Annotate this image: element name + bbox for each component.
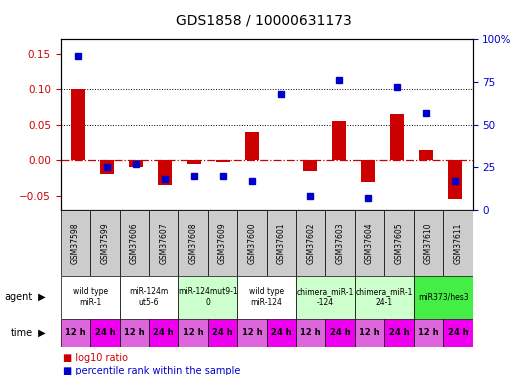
Bar (216, 160, 230, 162)
Bar (443, 319, 473, 347)
Bar (100, 160, 115, 174)
Bar (61, 210, 90, 276)
Bar (355, 319, 384, 347)
Text: 24 h: 24 h (330, 328, 351, 338)
Bar (237, 319, 267, 347)
Bar (414, 319, 443, 347)
Bar (384, 319, 414, 347)
Text: 24 h: 24 h (95, 328, 115, 338)
Bar (384, 210, 414, 276)
Text: GSM37611: GSM37611 (454, 222, 463, 264)
Bar (245, 132, 259, 160)
Text: GSM37609: GSM37609 (218, 222, 227, 264)
Bar (237, 210, 267, 276)
Bar (332, 121, 346, 160)
Bar (61, 319, 90, 347)
Bar (187, 160, 201, 164)
Bar (361, 160, 375, 182)
Bar (267, 319, 296, 347)
Text: 12 h: 12 h (359, 328, 380, 338)
Text: 12 h: 12 h (124, 328, 145, 338)
Text: time: time (11, 328, 33, 338)
Text: miR373/hes3: miR373/hes3 (418, 292, 468, 302)
Text: 12 h: 12 h (183, 328, 203, 338)
Text: chimera_miR-1
-124: chimera_miR-1 -124 (297, 288, 354, 307)
Text: GSM37603: GSM37603 (336, 222, 345, 264)
Bar (296, 319, 325, 347)
Bar (296, 276, 355, 319)
Text: 12 h: 12 h (242, 328, 262, 338)
Bar (419, 150, 433, 160)
Text: 24 h: 24 h (448, 328, 468, 338)
Bar (119, 276, 178, 319)
Bar (390, 114, 404, 160)
Text: miR-124m
ut5-6: miR-124m ut5-6 (129, 288, 168, 307)
Bar (178, 210, 208, 276)
Text: wild type
miR-124: wild type miR-124 (249, 288, 284, 307)
Text: 12 h: 12 h (65, 328, 86, 338)
Bar (149, 319, 178, 347)
Text: GSM37606: GSM37606 (130, 222, 139, 264)
Text: ■ log10 ratio: ■ log10 ratio (63, 353, 128, 363)
Bar (448, 160, 463, 200)
Text: GSM37608: GSM37608 (188, 222, 197, 264)
Text: ■ percentile rank within the sample: ■ percentile rank within the sample (63, 366, 241, 375)
Bar (90, 319, 119, 347)
Text: GSM37607: GSM37607 (159, 222, 168, 264)
Text: GSM37599: GSM37599 (100, 222, 109, 264)
Bar (355, 210, 384, 276)
Bar (237, 276, 296, 319)
Text: 24 h: 24 h (389, 328, 409, 338)
Bar (325, 319, 355, 347)
Text: GSM37601: GSM37601 (277, 222, 286, 264)
Bar (178, 319, 208, 347)
Text: 12 h: 12 h (418, 328, 439, 338)
Text: 24 h: 24 h (271, 328, 291, 338)
Bar (208, 210, 237, 276)
Text: GDS1858 / 10000631173: GDS1858 / 10000631173 (176, 13, 352, 27)
Text: 24 h: 24 h (212, 328, 233, 338)
Text: ▶: ▶ (35, 292, 46, 302)
Bar (414, 210, 443, 276)
Bar (61, 276, 119, 319)
Text: chimera_miR-1
24-1: chimera_miR-1 24-1 (356, 288, 413, 307)
Bar (303, 160, 317, 171)
Bar (71, 89, 86, 160)
Bar (119, 319, 149, 347)
Text: 12 h: 12 h (300, 328, 321, 338)
Text: 24 h: 24 h (153, 328, 174, 338)
Bar (208, 319, 237, 347)
Text: GSM37610: GSM37610 (424, 222, 433, 264)
Text: wild type
miR-1: wild type miR-1 (72, 288, 108, 307)
Bar (149, 210, 178, 276)
Bar (443, 210, 473, 276)
Text: agent: agent (4, 292, 33, 302)
Bar (325, 210, 355, 276)
Text: GSM37598: GSM37598 (71, 222, 80, 264)
Bar (296, 210, 325, 276)
Text: GSM37602: GSM37602 (306, 222, 315, 264)
Bar (355, 276, 414, 319)
Text: miR-124mut9-1
0: miR-124mut9-1 0 (178, 288, 238, 307)
Bar (158, 160, 172, 185)
Text: GSM37605: GSM37605 (394, 222, 403, 264)
Text: ▶: ▶ (35, 328, 46, 338)
Bar (267, 210, 296, 276)
Bar (90, 210, 119, 276)
Bar (178, 276, 237, 319)
Text: GSM37600: GSM37600 (248, 222, 257, 264)
Bar (129, 160, 144, 167)
Bar (119, 210, 149, 276)
Bar (414, 276, 473, 319)
Text: GSM37604: GSM37604 (365, 222, 374, 264)
